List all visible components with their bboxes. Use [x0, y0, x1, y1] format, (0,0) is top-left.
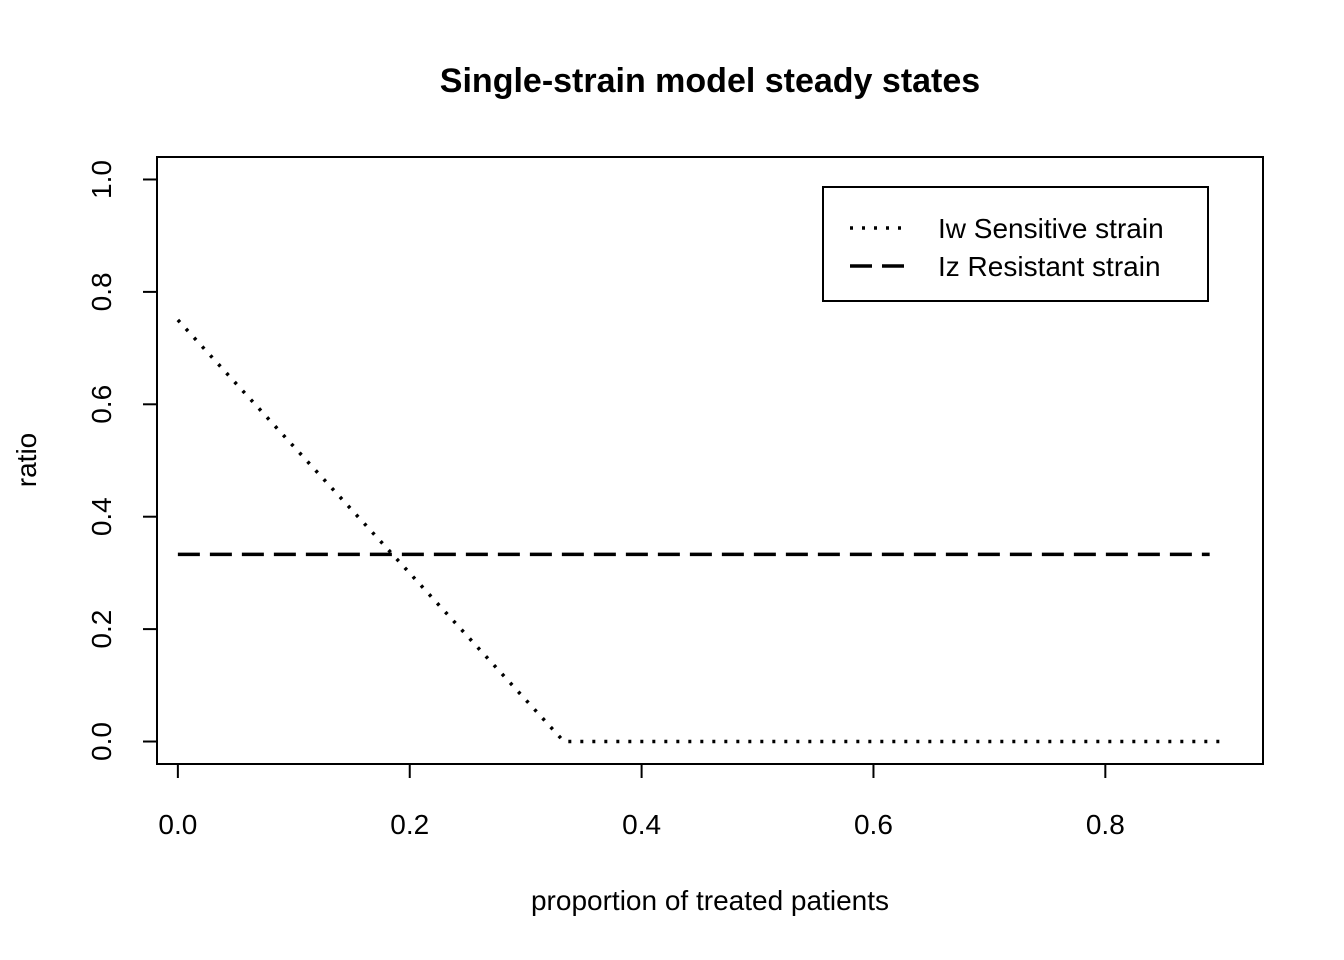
y-tick-label: 0.2 [86, 610, 117, 649]
x-axis-label: proportion of treated patients [531, 885, 889, 916]
y-axis: 0.0 0.2 0.4 0.6 0.8 1.0 [86, 160, 158, 761]
y-tick-label: 0.8 [86, 272, 117, 311]
legend-label-resistant: Iz Resistant strain [938, 251, 1161, 282]
legend-box [822, 186, 1209, 302]
y-tick-label: 0.4 [86, 497, 117, 536]
y-tick-label: 1.0 [86, 160, 117, 199]
x-tick-label: 0.8 [1086, 809, 1125, 840]
legend: Iw Sensitive strain Iz Resistant strain [822, 186, 1209, 302]
x-tick-label: 0.4 [622, 809, 661, 840]
y-axis-label: ratio [11, 433, 42, 487]
legend-label-sensitive: Iw Sensitive strain [938, 213, 1164, 244]
y-tick-label: 0.6 [86, 385, 117, 424]
chart-title: Single-strain model steady states [440, 62, 980, 100]
series-layer [176, 318, 1222, 744]
y-tick-label: 0.0 [86, 722, 117, 761]
x-tick-label: 0.6 [854, 809, 893, 840]
x-tick-label: 0.0 [158, 809, 197, 840]
x-axis: 0.0 0.2 0.4 0.6 0.8 [158, 763, 1125, 840]
series-line-sensitive [176, 318, 1222, 744]
x-tick-label: 0.2 [390, 809, 429, 840]
